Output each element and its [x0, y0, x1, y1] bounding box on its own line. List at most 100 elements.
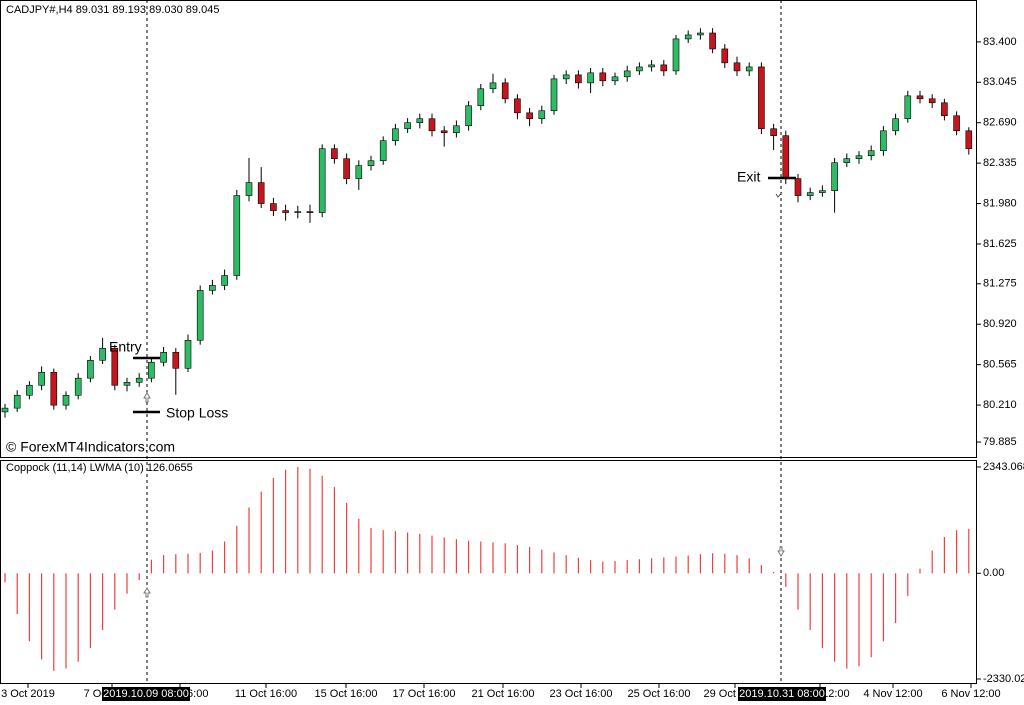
candle-body	[758, 66, 765, 130]
candle-body	[867, 150, 875, 157]
x-tick-label: 17 Oct 16:00	[393, 688, 456, 700]
candle-body	[184, 339, 192, 369]
y-tick-label: 80.565	[983, 359, 1017, 371]
candle-body	[575, 74, 582, 84]
candle-body	[721, 48, 729, 64]
buy-arrow	[143, 587, 151, 598]
x-tick-label: 21 Oct 16:00	[472, 688, 535, 700]
candle-body	[538, 110, 546, 120]
candle-body	[843, 158, 851, 163]
candle-body	[26, 384, 33, 396]
x-tick-label: 25 Oct 16:00	[628, 688, 691, 700]
candle-body	[1, 407, 9, 413]
candle-body	[111, 347, 119, 386]
price-panel	[0, 0, 977, 458]
candle-body	[172, 352, 180, 369]
candle-body	[648, 64, 655, 68]
candle-body	[916, 95, 924, 100]
y-tick-label: 83.400	[983, 36, 1017, 48]
entry-label: Entry	[109, 339, 142, 355]
candle-body	[965, 130, 973, 149]
y-tick-label: 81.275	[983, 278, 1017, 290]
candle-body	[489, 82, 497, 90]
candle-body	[392, 128, 399, 141]
candle-body	[953, 115, 960, 132]
candle-body	[245, 182, 253, 196]
candle-body	[684, 34, 692, 40]
candle-body	[672, 38, 680, 72]
watermark: © ForexMT4Indicators.com	[6, 439, 175, 455]
y-tick-label: 80.210	[983, 399, 1017, 411]
candle-body	[892, 118, 899, 132]
y-tick-label: 82.335	[983, 157, 1017, 169]
candle-body	[453, 125, 460, 134]
candle-body	[160, 352, 167, 363]
plot-layer	[1, 28, 973, 671]
candle-body	[135, 377, 143, 383]
y-tick-label: 80.920	[983, 318, 1017, 330]
candle-body	[697, 32, 704, 36]
cursor-time-box	[102, 687, 190, 701]
candle-body	[379, 140, 387, 162]
candle-body	[123, 381, 131, 386]
x-tick-label: 15 Oct 16:00	[315, 688, 378, 700]
x-tick-label: 6 Nov 12:00	[941, 688, 1000, 700]
candle-body	[294, 211, 302, 213]
candle-body	[550, 78, 558, 112]
candle-body	[233, 195, 241, 276]
candle-body	[87, 360, 94, 379]
candle-body	[855, 155, 863, 159]
candle-body	[404, 122, 411, 130]
candle-body	[806, 192, 814, 196]
candle-body	[367, 160, 375, 166]
y-tick-label: 81.980	[983, 197, 1017, 209]
candle-body	[745, 66, 753, 72]
candle-body	[416, 118, 424, 124]
y-tick-label: 82.690	[983, 117, 1017, 129]
candle-body	[587, 72, 594, 84]
candle-body	[148, 361, 155, 379]
candle-body	[562, 74, 570, 80]
candle-body	[660, 64, 668, 72]
candle-body	[819, 190, 826, 193]
y-tick-label: 79.885	[983, 436, 1017, 448]
indicator-title: Coppock (11,14) LWMA (10) 126.0655	[6, 462, 193, 474]
candle-body	[38, 371, 45, 386]
candle-body	[257, 182, 265, 204]
candle-body	[782, 135, 790, 179]
candle-body	[318, 148, 326, 213]
candle-body	[611, 76, 619, 82]
candle-body	[282, 210, 289, 213]
stop-loss-label: Stop Loss	[166, 405, 228, 421]
candle-body	[99, 347, 106, 361]
candle-body	[733, 62, 741, 72]
candle-body	[599, 72, 607, 82]
exit-label: Exit	[737, 169, 760, 185]
candle-body	[355, 165, 363, 179]
candle-body	[440, 130, 448, 134]
candle-body	[13, 394, 21, 409]
sell-arrow	[777, 546, 785, 557]
window-title: CADJPY#,H4 89.031 89.193 89.030 89.045	[6, 4, 219, 16]
y-tick-label: 81.625	[983, 238, 1017, 250]
candle-body	[74, 377, 82, 396]
candle-body	[501, 82, 509, 100]
buy-arrow	[143, 392, 151, 403]
candle-body	[709, 32, 716, 50]
candle-body	[636, 66, 643, 72]
cursor-time-label: 2019.10.09 08:00	[103, 688, 189, 700]
candle-body	[623, 70, 631, 78]
candle-body	[209, 285, 216, 291]
candle-body	[50, 371, 58, 406]
y-tick-label: 83.045	[983, 76, 1017, 88]
candle-body	[880, 130, 887, 152]
candle-body	[428, 118, 436, 132]
candle-body	[465, 105, 472, 127]
candle-body	[196, 290, 204, 341]
y-tick-label: 0.00	[983, 567, 1004, 579]
candle-body	[831, 162, 838, 191]
candle-body	[62, 394, 70, 406]
y-tick-label: 2343.068	[983, 461, 1024, 473]
x-tick-label: 11 Oct 16:00	[235, 688, 297, 700]
x-tick-label: 4 Nov 12:00	[863, 688, 922, 700]
